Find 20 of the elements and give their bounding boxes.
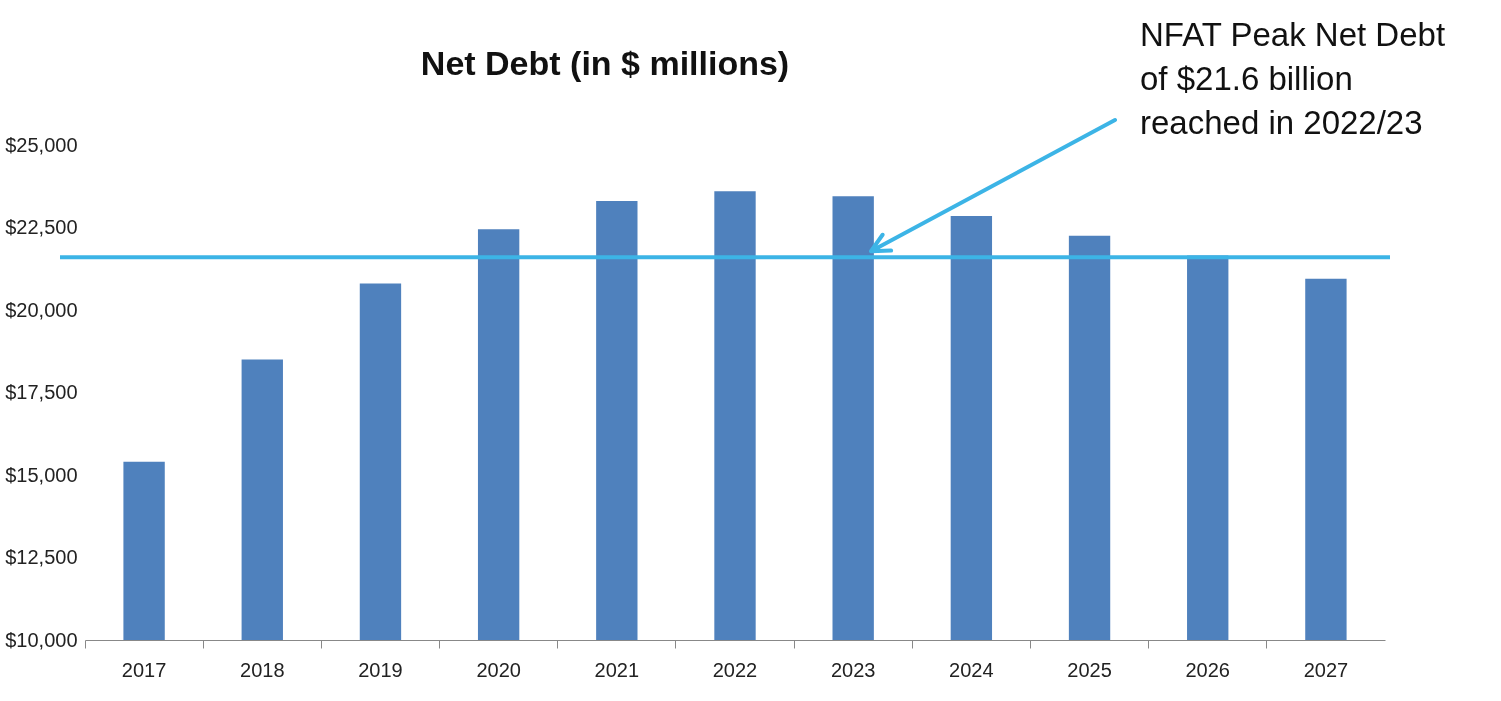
chart-title: Net Debt (in $ millions) bbox=[420, 44, 790, 82]
x-tick-label: 2022 bbox=[712, 658, 758, 681]
x-tick-label: 2019 bbox=[358, 658, 403, 681]
x-tick-label: 2018 bbox=[240, 658, 285, 681]
y-tick-label: $10,000 bbox=[5, 628, 78, 651]
x-tick-label: 2020 bbox=[476, 658, 521, 681]
y-tick-label: $22,500 bbox=[5, 216, 78, 238]
y-tick-label: $25,000 bbox=[5, 133, 78, 156]
text: NFAT Peak Net Debt of $21.6 billion reached in 2022/23 bbox=[1140, 16, 1446, 141]
x-tick-label: 2023 bbox=[830, 658, 876, 681]
y-tick-label: $15,000 bbox=[5, 463, 78, 486]
x-tick-label: 2027 bbox=[1303, 658, 1349, 681]
x-tick-label: 2026 bbox=[1185, 658, 1230, 681]
x-tick-label: 2017 bbox=[121, 658, 167, 681]
x-tick-label: 2024 bbox=[949, 658, 994, 681]
y-tick-label: $20,000 bbox=[5, 298, 78, 321]
x-tick-label: 2025 bbox=[1067, 658, 1112, 681]
x-tick-label: 2021 bbox=[594, 658, 640, 681]
y-tick-label: $17,500 bbox=[5, 381, 78, 403]
y-tick-label: $12,500 bbox=[5, 546, 78, 568]
